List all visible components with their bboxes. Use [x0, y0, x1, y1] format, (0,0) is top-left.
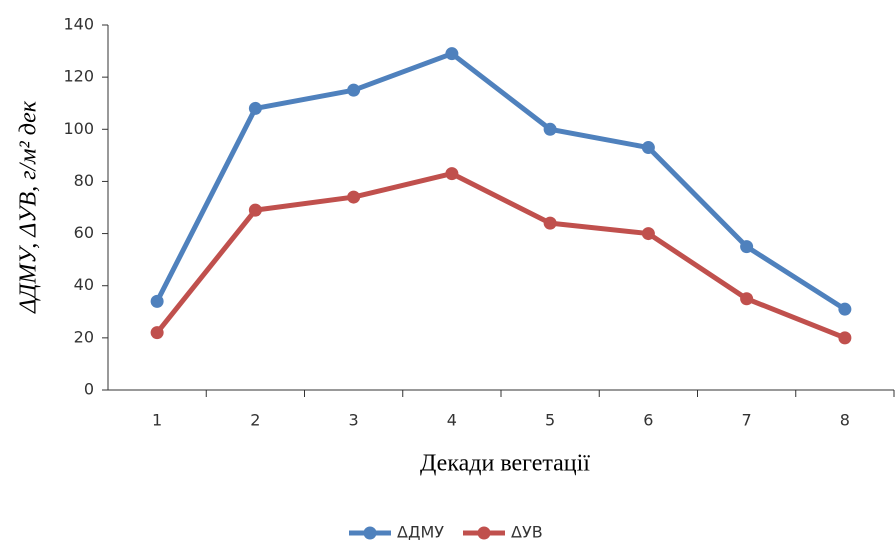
y-tick-label: 60	[74, 223, 94, 242]
legend-label: ΔДМУ	[397, 523, 444, 542]
x-tick-label: 1	[152, 411, 162, 430]
y-tick-label: 140	[63, 15, 94, 34]
y-tick-label: 120	[63, 67, 94, 86]
x-tick-label: 8	[840, 411, 850, 430]
x-tick-label: 2	[250, 411, 260, 430]
x-axis-label: Декади вегетації	[420, 451, 590, 477]
data-point	[347, 83, 361, 97]
x-tick-label: 3	[349, 411, 359, 430]
data-point	[740, 240, 754, 254]
data-point	[248, 203, 262, 217]
series-line	[155, 171, 846, 341]
legend-marker	[477, 526, 491, 540]
data-point	[543, 216, 557, 230]
y-tick-label: 20	[74, 327, 94, 346]
data-point	[543, 122, 557, 136]
data-point	[838, 331, 852, 345]
x-tick-label: 4	[447, 411, 457, 430]
x-tick-label: 5	[545, 411, 555, 430]
data-point	[248, 101, 262, 115]
data-point	[445, 47, 459, 61]
x-tick-label: 6	[643, 411, 653, 430]
legend-marker	[363, 526, 377, 540]
data-point	[150, 294, 164, 308]
legend-label: ΔУВ	[511, 523, 543, 542]
data-point	[740, 292, 754, 306]
y-tick-label: 100	[63, 119, 94, 138]
data-point	[838, 302, 852, 316]
data-point	[445, 167, 459, 181]
x-tick-label: 7	[742, 411, 752, 430]
y-tick-label: 40	[74, 275, 94, 294]
series-line	[154, 51, 847, 312]
y-tick-label: 80	[74, 171, 94, 190]
data-point	[641, 227, 655, 241]
y-axis-label: ΔДМУ, ΔУВ, г/м² дек	[16, 100, 42, 314]
data-point	[347, 190, 361, 204]
y-tick-label: 0	[84, 380, 94, 399]
data-point	[150, 326, 164, 340]
data-point	[641, 141, 655, 155]
